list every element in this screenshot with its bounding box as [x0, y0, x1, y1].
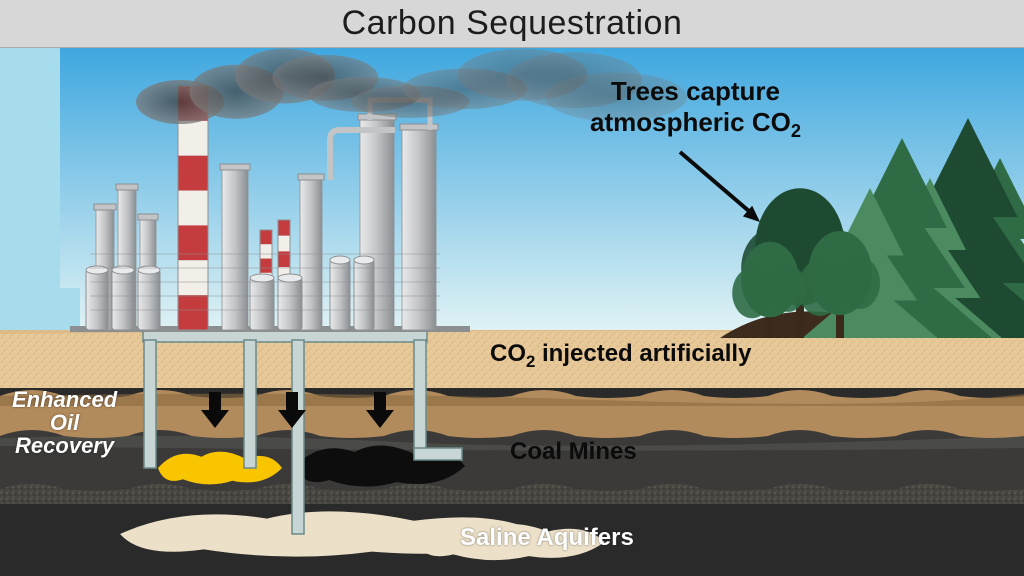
label-saline: Saline Aquifers	[460, 524, 634, 552]
label-injected: CO2 injected artificially	[490, 340, 751, 372]
label-coal: Coal Mines	[510, 438, 637, 466]
label-trees-line1: Trees capture	[590, 76, 801, 107]
label-eor: Enhanced Oil Recovery	[12, 388, 117, 457]
label-trees: Trees capture atmospheric CO2	[590, 76, 801, 142]
label-trees-line2: atmospheric CO2	[590, 107, 801, 142]
diagram-scene: Carbon Sequestration	[0, 0, 1024, 576]
diagram-svg	[0, 0, 1024, 576]
